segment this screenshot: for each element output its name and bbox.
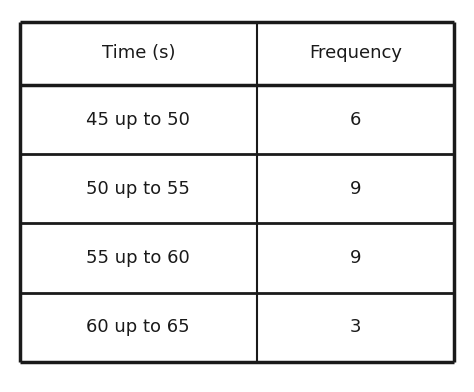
Text: Time (s): Time (s) xyxy=(101,44,175,62)
Text: 50 up to 55: 50 up to 55 xyxy=(86,180,190,198)
Text: 55 up to 60: 55 up to 60 xyxy=(86,249,190,267)
Text: 45 up to 50: 45 up to 50 xyxy=(86,111,190,129)
Text: 60 up to 65: 60 up to 65 xyxy=(86,318,190,336)
Text: 3: 3 xyxy=(349,318,361,336)
Text: 9: 9 xyxy=(349,249,361,267)
Text: Frequency: Frequency xyxy=(309,44,402,62)
Text: 9: 9 xyxy=(349,180,361,198)
Text: 6: 6 xyxy=(350,111,361,129)
